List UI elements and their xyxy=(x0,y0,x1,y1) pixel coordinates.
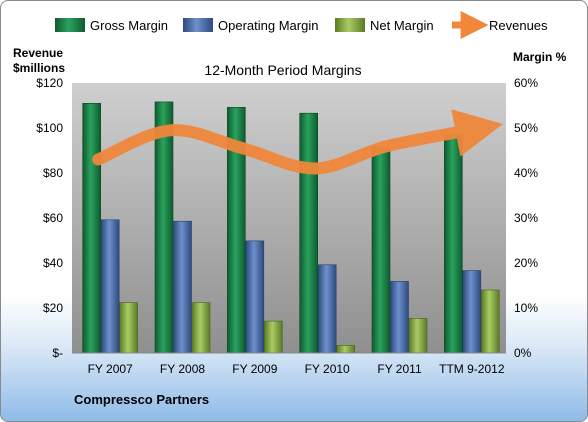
revenues-line xyxy=(92,109,504,175)
bar-gross-margin xyxy=(82,103,101,354)
legend-swatch-net-margin xyxy=(335,18,365,32)
right-tick-label: 30% xyxy=(514,211,538,225)
right-tick-label: 50% xyxy=(514,121,538,135)
bar-net-margin xyxy=(336,345,356,354)
left-tick-label: $80 xyxy=(43,166,63,180)
right-tick-label: 10% xyxy=(514,301,538,315)
left-tick-label: $40 xyxy=(43,256,63,270)
bar-operating-margin xyxy=(173,220,192,354)
bar-net-margin xyxy=(119,302,138,354)
bar-operating-margin xyxy=(390,281,409,354)
bar-operating-margin xyxy=(462,270,482,354)
category-label: FY 2011 xyxy=(377,362,422,376)
plot-area xyxy=(72,83,506,353)
bar-operating-margin xyxy=(245,240,265,354)
legend-label-net-margin: Net Margin xyxy=(370,18,434,33)
left-tick-label: $120 xyxy=(36,76,63,90)
left-tick-label: $100 xyxy=(36,121,63,135)
bar-gross-margin xyxy=(299,112,319,354)
category-label: FY 2009 xyxy=(232,362,277,376)
left-axis-label-line1: Revenue xyxy=(13,46,63,60)
bar-gross-margin xyxy=(443,134,463,354)
bar-operating-margin xyxy=(317,264,337,354)
footer-company-name: Compressco Partners xyxy=(74,392,209,407)
right-tick-label: 60% xyxy=(514,76,538,90)
bar-net-margin xyxy=(480,289,500,354)
bar-operating-margin xyxy=(100,219,120,354)
left-tick-label: $- xyxy=(52,346,63,360)
legend-label-gross-margin: Gross Margin xyxy=(90,18,168,33)
bar-net-margin xyxy=(408,318,428,354)
left-tick-label: $20 xyxy=(43,301,63,315)
legend-label-operating-margin: Operating Margin xyxy=(218,18,318,33)
right-tick-label: 20% xyxy=(514,256,538,270)
legend-label-revenues: Revenues xyxy=(489,18,548,33)
left-axis-label-line2: $millions xyxy=(13,61,65,75)
bar-gross-margin xyxy=(371,147,391,354)
right-tick-label: 0% xyxy=(514,346,532,360)
legend: Gross Margin Operating Margin Net Margin… xyxy=(55,11,548,39)
legend-swatch-operating-margin xyxy=(183,18,213,32)
category-label: FY 2007 xyxy=(88,362,133,376)
bar-net-margin xyxy=(263,320,283,354)
right-tick-label: 40% xyxy=(514,166,538,180)
category-label: FY 2008 xyxy=(160,362,205,376)
bar-net-margin xyxy=(191,302,211,354)
right-axis-label: Margin % xyxy=(513,50,567,64)
category-label: FY 2010 xyxy=(305,362,350,376)
legend-swatch-gross-margin xyxy=(55,18,85,32)
bar-gross-margin xyxy=(154,101,174,354)
left-tick-label: $60 xyxy=(43,211,63,225)
chart-title: 12-Month Period Margins xyxy=(204,62,361,78)
category-label: TTM 9-2012 xyxy=(439,362,505,376)
